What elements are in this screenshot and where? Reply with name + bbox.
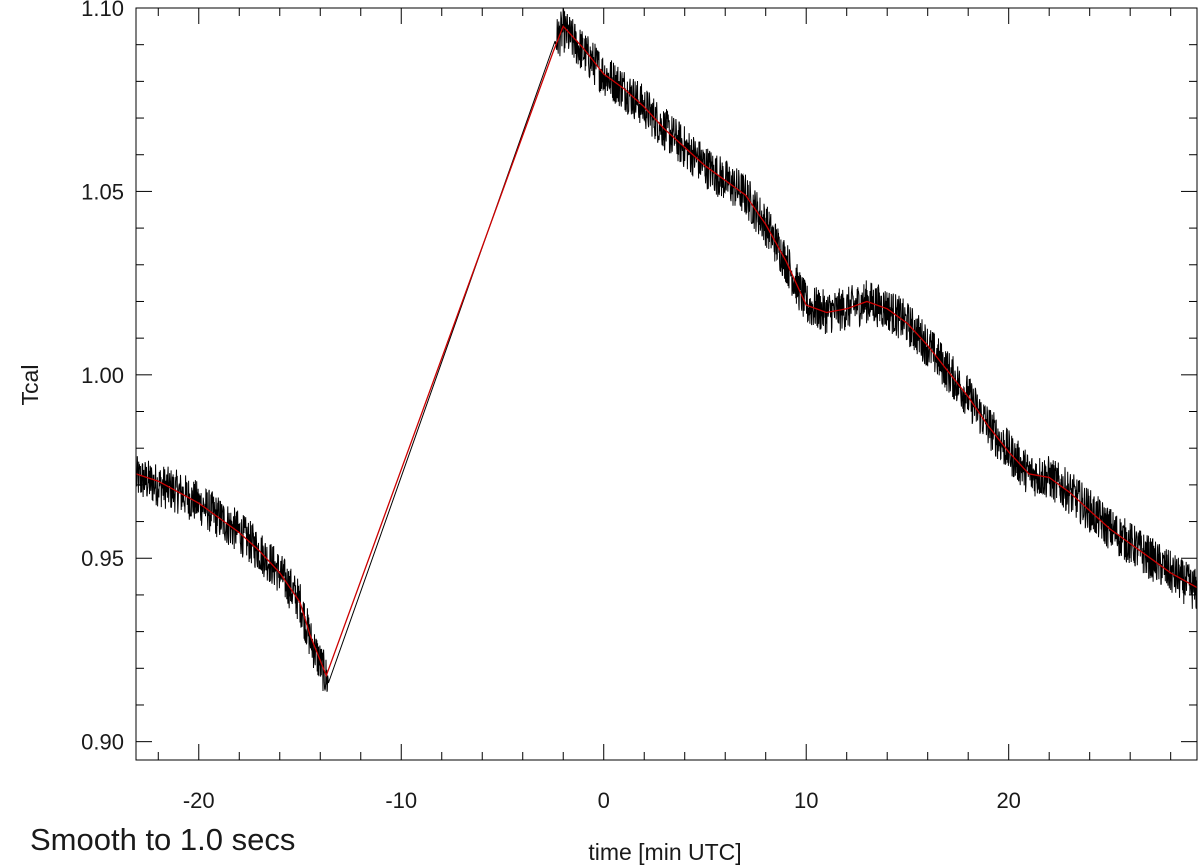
y-tick-label: 1.05 xyxy=(81,179,124,204)
smoothing-note: Smooth to 1.0 secs xyxy=(30,822,296,857)
smoothed-tcal-series-line xyxy=(135,25,1198,678)
x-tick-label: 10 xyxy=(794,788,818,813)
raw-tcal-series-line xyxy=(135,8,1198,692)
y-tick-label: 0.90 xyxy=(81,730,124,755)
x-tick-label: -20 xyxy=(183,788,215,813)
axes-layer: -20 -10 0 10 20 0.90 0.95 1.00 1.05 1.10 xyxy=(81,0,1198,813)
y-tick-label: 0.95 xyxy=(81,546,124,571)
x-tick-label: 0 xyxy=(598,788,610,813)
x-axis-title: time [min UTC] xyxy=(588,839,741,865)
x-tick-label: -10 xyxy=(385,788,417,813)
y-tick-label: 1.00 xyxy=(81,363,124,388)
series-layer xyxy=(135,8,1198,692)
x-tick-label: 20 xyxy=(996,788,1020,813)
y-axis-title: Tcal xyxy=(17,365,43,406)
plot-frame xyxy=(135,7,1198,761)
y-tick-label: 1.10 xyxy=(81,0,124,21)
